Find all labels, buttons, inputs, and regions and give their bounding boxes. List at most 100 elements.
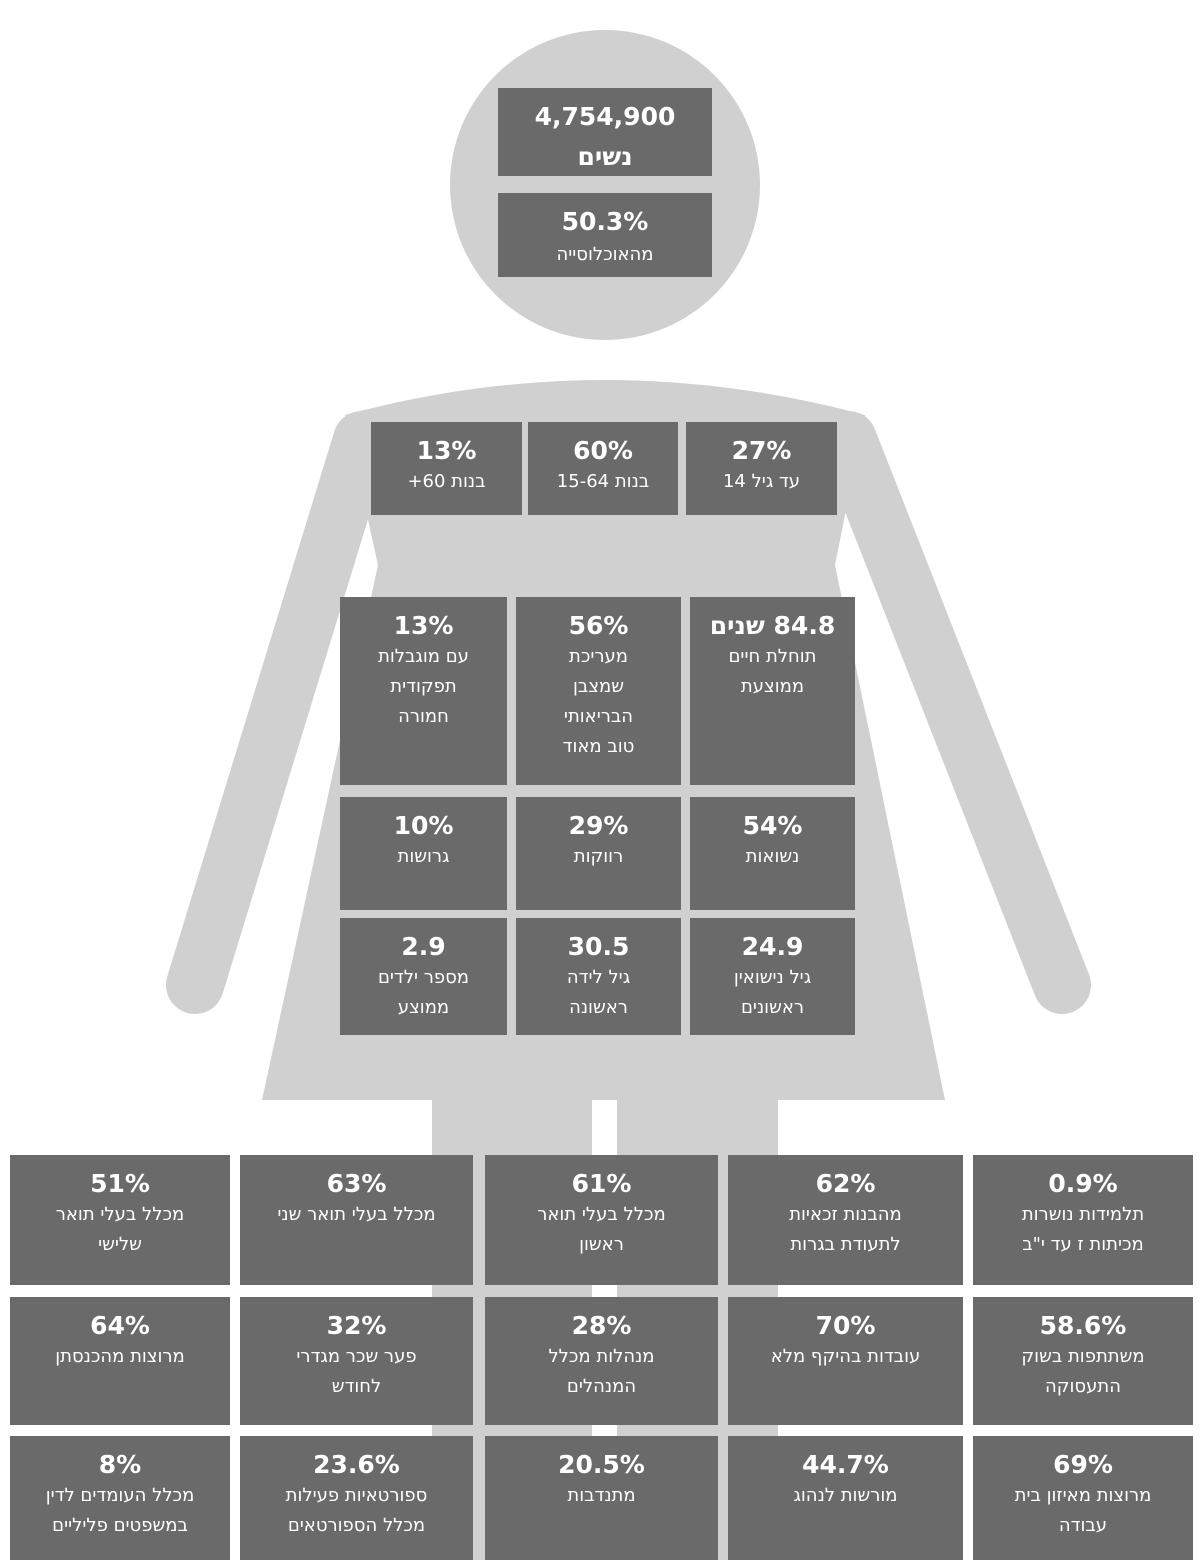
stat-label: מהאוכלוסייה <box>556 244 653 265</box>
stat-box <box>498 193 712 277</box>
stat-value: 54% <box>743 811 803 840</box>
right-arm <box>819 411 1091 1014</box>
stat-label: שלישי <box>98 1234 142 1255</box>
stat-label: תפקודית <box>390 676 456 697</box>
stat-value: 51% <box>90 1169 150 1198</box>
stat-value: 10% <box>394 811 454 840</box>
stat-value: 27% <box>732 436 792 465</box>
stat-label: מכלל העומדים לדין <box>46 1485 195 1506</box>
stat-box <box>690 597 855 785</box>
stat-box <box>340 797 507 910</box>
stat-box <box>528 422 678 515</box>
stat-label: נשואות <box>746 846 800 867</box>
stat-box <box>10 1297 230 1425</box>
stat-label: במשפטים פליליים <box>52 1515 188 1536</box>
stat-box <box>690 797 855 910</box>
stat-label: תוחלת חיים <box>728 646 816 667</box>
stat-label: שמצבן <box>573 676 624 697</box>
stat-label: ממוצע <box>398 997 449 1018</box>
stat-label: גרושות <box>398 846 450 867</box>
stat-box <box>340 597 507 785</box>
stat-label: עבודה <box>1059 1515 1107 1536</box>
stat-label: תלמידות נושרות <box>1022 1204 1144 1225</box>
stat-value: 23.6% <box>313 1450 400 1479</box>
stat-box <box>10 1155 230 1285</box>
stat-box <box>728 1436 963 1560</box>
stat-value: 32% <box>327 1311 387 1340</box>
stat-label: בנות 15-64 <box>557 471 649 492</box>
stat-label: גיל לידה <box>567 967 630 988</box>
stat-value: 29% <box>569 811 629 840</box>
stat-label: מעריכת <box>569 646 628 667</box>
stat-label: מכלל הספורטאים <box>288 1515 425 1536</box>
stat-box <box>485 1155 718 1285</box>
head-shape <box>450 30 760 340</box>
stat-label: רווקות <box>574 846 623 867</box>
stat-value: 60% <box>573 436 633 465</box>
stat-label: הבריאותי <box>564 706 633 727</box>
stat-box <box>498 88 712 176</box>
stat-box <box>371 422 522 515</box>
stat-box <box>240 1297 473 1425</box>
stat-box <box>516 918 681 1035</box>
stat-value: 58.6% <box>1040 1311 1127 1340</box>
stat-box <box>686 422 837 515</box>
stat-box <box>485 1297 718 1425</box>
stat-box <box>340 918 507 1035</box>
stat-box <box>240 1436 473 1560</box>
stat-box <box>973 1436 1193 1560</box>
stat-box <box>973 1155 1193 1285</box>
stat-label: מכלל בעלי תואר <box>537 1204 666 1225</box>
stat-value: 13% <box>394 611 454 640</box>
stat-value: 13% <box>417 436 477 465</box>
stat-value: 70% <box>816 1311 876 1340</box>
stat-label: מספר ילדים <box>378 967 469 988</box>
stat-box <box>516 597 681 785</box>
stat-label: ממוצעת <box>741 676 804 697</box>
stat-value: 69% <box>1053 1450 1113 1479</box>
stat-value: 28% <box>572 1311 632 1340</box>
stat-value: 4,754,900 <box>535 102 676 131</box>
stat-label: המנהלים <box>567 1376 636 1397</box>
stat-label: מכלל בעלי תואר <box>56 1204 185 1225</box>
stat-box <box>10 1436 230 1560</box>
stat-box <box>973 1297 1193 1425</box>
stat-label: עד גיל 14 <box>723 471 800 492</box>
stat-value: 61% <box>572 1169 632 1198</box>
stat-value: 24.9 <box>742 932 804 961</box>
stat-label: פער שכר מגדרי <box>296 1346 416 1367</box>
stat-label: מהבנות זכאיות <box>789 1204 902 1225</box>
stat-box <box>240 1155 473 1285</box>
stat-box <box>690 918 855 1035</box>
stat-label: מתנדבות <box>567 1485 635 1506</box>
stat-label: ראשונים <box>741 997 804 1018</box>
left-arm <box>166 411 391 1014</box>
stat-value: 8% <box>99 1450 141 1479</box>
stat-value: 84.8 שנים <box>710 611 835 640</box>
stat-label: עם מוגבלות <box>378 646 469 667</box>
stat-label: ראשונה <box>569 997 628 1018</box>
stat-label: מורשות לנהוג <box>793 1485 897 1506</box>
stat-label: נשים <box>577 142 632 171</box>
stat-label: משתתפות בשוק <box>1021 1346 1144 1367</box>
stat-label: לחודש <box>332 1376 381 1397</box>
stat-value: 0.9% <box>1048 1169 1117 1198</box>
stat-value: 56% <box>569 611 629 640</box>
stat-value: 2.9 <box>401 932 445 961</box>
stat-label: גיל נישואין <box>734 967 811 988</box>
stat-label: טוב מאוד <box>563 736 635 757</box>
stat-value: 44.7% <box>802 1450 889 1479</box>
stat-label: עובדות בהיקף מלא <box>771 1346 921 1367</box>
boxes: 4,754,900 נשים 50.3% מהאוכלוסייה 13% בנות 60+… <box>10 88 1193 1560</box>
stat-label: מרוצות מהכנסתן <box>55 1346 185 1367</box>
stat-label: התעסוקה <box>1045 1376 1121 1397</box>
stat-label: חמורה <box>398 706 449 727</box>
stat-label: ראשון <box>579 1234 624 1255</box>
stat-label: לתעודת בגרות <box>790 1234 900 1255</box>
stat-label: מכלל בעלי תואר שני <box>277 1204 435 1225</box>
stat-label: בנות 60+ <box>407 471 485 492</box>
stat-value: 63% <box>327 1169 387 1198</box>
stat-label: ספורטאיות פעילות <box>286 1485 428 1506</box>
stat-label: מנהלות מכלל <box>548 1346 654 1367</box>
